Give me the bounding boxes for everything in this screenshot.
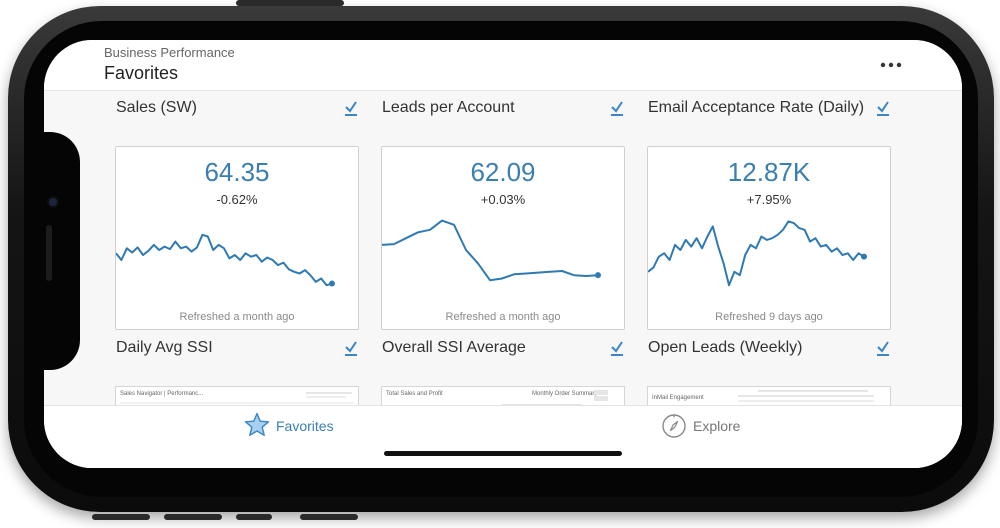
side-button-right — [300, 514, 358, 520]
breadcrumb[interactable]: Business Performance — [104, 45, 235, 60]
thumbnail-preview — [502, 390, 608, 405]
view-thumbnail[interactable]: InMail Engagement — [647, 386, 891, 405]
tab-label: Favorites — [276, 418, 334, 434]
kpi-value: 64.35 — [204, 157, 270, 187]
view-thumbnail[interactable]: Sales Navigator | Performanc... — [115, 386, 359, 405]
sparkline-chart — [648, 220, 867, 287]
view-thumbnail[interactable]: Total Sales and Profit Monthly Order Sum… — [381, 386, 625, 405]
more-options-icon[interactable] — [878, 56, 904, 76]
kpi-change: -0.62% — [216, 192, 258, 207]
sparkline-last-point — [329, 280, 335, 287]
tab-label: Explore — [693, 418, 741, 434]
favorite-check-icon[interactable] — [876, 101, 890, 117]
sparkline-last-point — [861, 253, 867, 260]
compass-icon — [662, 414, 686, 438]
thumbnail-label: Sales Navigator | Performanc... — [120, 391, 204, 397]
thumbnail-label: Total Sales and Profit — [386, 391, 443, 397]
thumbnail-label: InMail Engagement — [652, 395, 704, 401]
favorite-check-icon[interactable] — [610, 341, 624, 357]
favorite-check-icon[interactable] — [344, 341, 358, 357]
home-indicator[interactable] — [384, 451, 622, 456]
kpi-change: +7.95% — [746, 192, 792, 207]
favorite-check-icon[interactable] — [876, 341, 890, 357]
kpi-change: +0.03% — [480, 192, 526, 207]
favorites-grid[interactable]: Sales (SW) Leads per Account Email Accep… — [44, 91, 962, 405]
sparkline-chart — [116, 233, 335, 287]
page-title: Favorites — [104, 63, 179, 83]
sparkline-line — [382, 219, 599, 282]
kpi-value: 62.09 — [470, 157, 536, 187]
volume-button — [236, 0, 344, 6]
refresh-status: Refreshed a month ago — [445, 311, 561, 323]
card-title-email: Email Acceptance Rate (Daily) — [648, 99, 865, 116]
star-icon — [244, 412, 270, 436]
side-button-mid — [164, 514, 222, 520]
refresh-status: Refreshed a month ago — [179, 311, 295, 323]
side-button-small — [236, 514, 272, 520]
card-title-open-leads: Open Leads (Weekly) — [648, 339, 803, 356]
card-title-sales: Sales (SW) — [116, 99, 197, 116]
app-header: Business Performance Favorites — [44, 40, 962, 91]
card-title-overall-ssi: Overall SSI Average — [382, 339, 526, 356]
bottom-tab-bar: Favorites Explore — [44, 405, 962, 468]
sparkline-last-point — [595, 272, 601, 279]
thumbnail-preview — [738, 390, 874, 402]
favorite-check-icon[interactable] — [344, 101, 358, 117]
thumbnail-label-secondary: Monthly Order Summary — [532, 391, 598, 397]
refresh-status: Refreshed 9 days ago — [715, 311, 823, 323]
kpi-tile-email[interactable]: 12.87K +7.95% Refreshed 9 days ago — [647, 146, 891, 330]
sparkline-line — [648, 220, 865, 287]
kpi-value: 12.87K — [727, 157, 811, 187]
favorite-check-icon[interactable] — [610, 101, 624, 117]
card-title-leads: Leads per Account — [382, 99, 515, 116]
app-screen: Business Performance Favorites Sales (SW… — [44, 40, 962, 468]
kpi-tile-leads[interactable]: 62.09 +0.03% Refreshed a month ago — [381, 146, 625, 330]
tab-favorites[interactable]: Favorites — [244, 412, 344, 442]
sparkline-line — [116, 233, 333, 287]
kpi-tile-sales[interactable]: 64.35 -0.62% Refreshed a month ago — [115, 146, 359, 330]
sparkline-chart — [382, 219, 601, 282]
tab-explore[interactable]: Explore — [661, 412, 761, 442]
thumbnail-preview — [120, 392, 354, 404]
side-button-left — [92, 514, 150, 520]
camera-icon — [49, 198, 57, 206]
card-title-daily-ssi: Daily Avg SSI — [116, 339, 213, 356]
speaker-grille — [46, 225, 52, 281]
